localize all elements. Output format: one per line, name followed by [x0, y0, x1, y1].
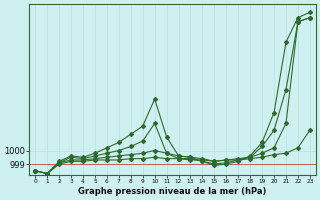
X-axis label: Graphe pression niveau de la mer (hPa): Graphe pression niveau de la mer (hPa): [78, 187, 267, 196]
